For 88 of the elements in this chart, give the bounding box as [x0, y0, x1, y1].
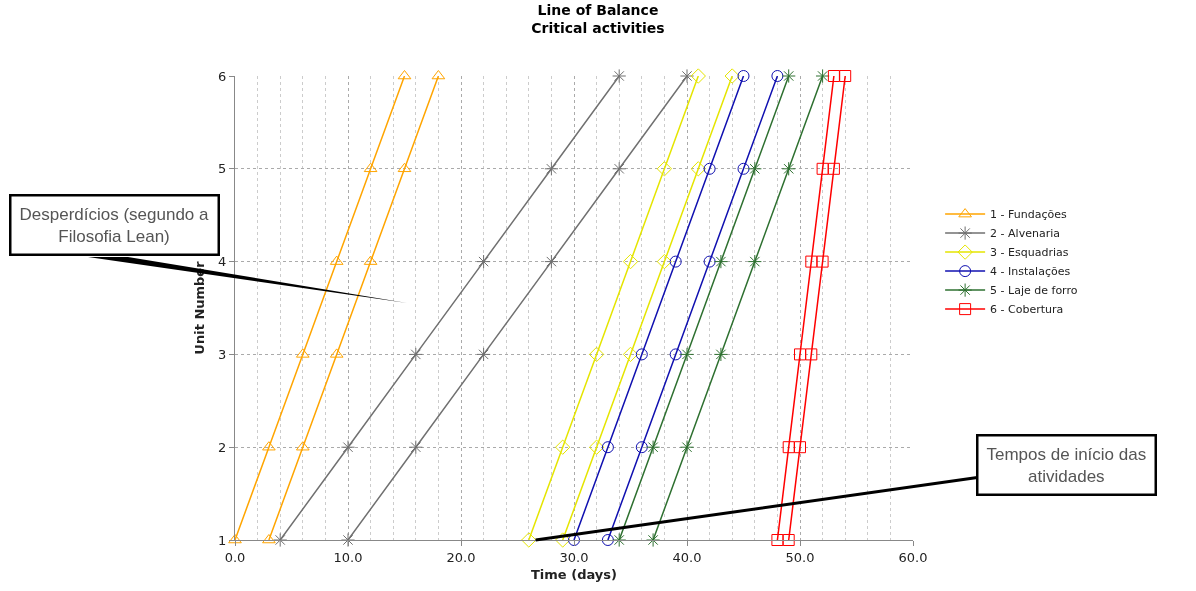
point: [262, 534, 276, 544]
point: [827, 70, 840, 82]
y-tick-label: 5: [218, 161, 227, 177]
point: [646, 532, 661, 548]
point: [228, 534, 242, 544]
point: [601, 441, 614, 454]
legend-label: 1 - Fundações: [990, 208, 1068, 222]
point: [747, 161, 762, 176]
point: [703, 162, 716, 175]
point: [805, 348, 818, 361]
point: [679, 347, 695, 362]
point: [771, 70, 784, 82]
point: [656, 161, 673, 177]
chart-title: Line of Balance Critical activities: [531, 1, 665, 36]
x-tick-label: 40.0: [672, 549, 702, 565]
point: [340, 532, 356, 548]
legend-label: 6 - Cobertura: [990, 303, 1064, 317]
point: [622, 346, 639, 363]
x-tick-label: 50.0: [785, 549, 815, 565]
x-axis-title: Time (days): [531, 567, 617, 583]
point: [646, 440, 661, 455]
legend-label: 3 - Esquadrias: [990, 246, 1069, 260]
point: [679, 68, 695, 84]
point: [669, 255, 682, 268]
point: [656, 253, 673, 270]
x-tick-label: 60.0: [898, 549, 928, 565]
point: [588, 346, 605, 363]
annotation: Tempos de início das atividades: [986, 444, 1147, 486]
point: [568, 534, 580, 546]
point: [612, 532, 627, 548]
point: [262, 441, 276, 451]
point: [737, 162, 750, 175]
point: [408, 347, 423, 362]
x-tick-label: 0.0: [224, 549, 246, 565]
point: [544, 161, 559, 176]
point: [679, 440, 695, 455]
point: [816, 162, 829, 175]
point: [782, 534, 795, 546]
point: [555, 532, 571, 548]
point: [635, 348, 648, 361]
point: [612, 161, 627, 176]
point: [782, 441, 795, 454]
legend-label: 5 - Laje de forro: [990, 284, 1078, 298]
point: [827, 162, 840, 175]
x-tick-label: 10.0: [333, 549, 363, 565]
point: [521, 532, 537, 548]
point: [612, 68, 627, 84]
point: [815, 68, 830, 84]
point: [635, 441, 648, 454]
point: [669, 348, 682, 361]
y-tick-label: 6: [218, 68, 227, 84]
x-tick-label: 20.0: [446, 549, 476, 565]
point: [363, 162, 378, 173]
point: [713, 347, 728, 362]
point: [703, 255, 716, 268]
point: [816, 255, 829, 268]
point: [476, 347, 491, 362]
point: [771, 534, 784, 546]
point: [794, 348, 806, 361]
point: [340, 440, 356, 455]
point: [805, 255, 818, 268]
point: [839, 70, 852, 82]
legend-label: 4 - Instalações: [990, 265, 1071, 279]
point: [794, 441, 806, 454]
point: [588, 439, 605, 455]
point: [747, 254, 762, 269]
point: [555, 439, 571, 455]
legend-label: 2 - Alvenaria: [990, 227, 1060, 241]
point: [781, 68, 796, 84]
y-tick-label: 2: [218, 439, 227, 455]
point: [397, 162, 412, 173]
point: [690, 68, 706, 84]
point: [544, 254, 559, 269]
point: [273, 532, 288, 548]
point: [408, 440, 423, 455]
point: [476, 254, 491, 269]
x-tick-label: 30.0: [559, 549, 589, 565]
y-tick-label: 3: [218, 346, 227, 362]
point: [713, 254, 728, 269]
point: [737, 70, 750, 82]
point: [601, 534, 614, 546]
text: Desperdícios (segundo a Filosofia Lean): [19, 204, 210, 246]
y-tick-label: 1: [218, 532, 227, 548]
point: [690, 161, 706, 177]
point: [781, 161, 796, 176]
y-tick-label: 4: [218, 254, 227, 270]
point: [724, 68, 740, 84]
point: [622, 253, 639, 270]
